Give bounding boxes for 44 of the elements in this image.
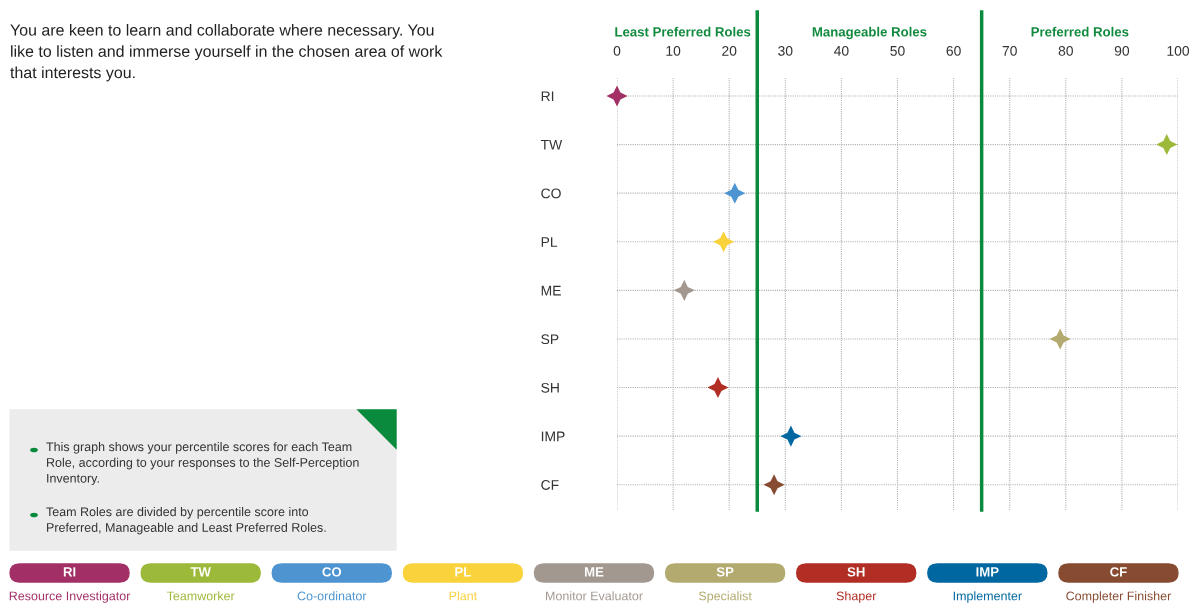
y-tick-label: RI xyxy=(541,91,554,102)
x-tick-label: 60 xyxy=(946,45,961,56)
x-tick-label: 0 xyxy=(613,45,621,56)
text: Implementer xyxy=(953,591,1022,603)
x-tick-label: 20 xyxy=(722,45,737,56)
text: Preferred Roles xyxy=(1031,26,1129,37)
category-label: RI xyxy=(63,567,76,577)
text: This graph shows your percentile scores for each Team Role, according to your responses to the Self-Perception Inventory. xyxy=(46,442,359,486)
category-label: CF xyxy=(1110,567,1127,577)
text: You are keen to learn and collaborate where necessary. You like to listen and immerse yourself in the chosen area of work that interests you. xyxy=(10,24,443,82)
y-tick-label: CF xyxy=(541,480,559,490)
text: Resource Investigator xyxy=(9,591,131,603)
x-tick-label: 70 xyxy=(1002,45,1017,56)
x-tick-label: 30 xyxy=(778,45,793,56)
y-tick-label: TW xyxy=(540,140,563,150)
text: Completer Finisher xyxy=(1066,591,1172,603)
category-label: PL xyxy=(455,567,471,577)
text: Teamworker xyxy=(166,591,235,601)
y-tick-label: SP xyxy=(541,334,559,345)
x-tick-label: 10 xyxy=(666,45,681,56)
text: Manageable Roles xyxy=(812,26,927,40)
category-label: IMP xyxy=(976,567,999,577)
y-tick-label: SH xyxy=(541,382,559,393)
text: Co-ordinator xyxy=(297,591,367,601)
text: Team Roles are divided by percentile score into Preferred, Manageable and Least Preferred Roles. xyxy=(46,507,326,535)
category-label: SH xyxy=(847,567,865,577)
x-tick-label: 100 xyxy=(1167,45,1190,56)
y-tick-label: CO xyxy=(541,188,561,199)
category-label: CO xyxy=(322,567,342,577)
x-tick-label: 90 xyxy=(1114,45,1130,56)
x-tick-label: 80 xyxy=(1058,45,1073,56)
x-tick-label: 40 xyxy=(834,45,849,56)
text: Least Preferred Roles xyxy=(615,26,751,37)
text: Shaper xyxy=(836,591,877,603)
text: Monitor Evaluator xyxy=(546,591,643,601)
text: Plant xyxy=(449,591,478,601)
category-label: SP xyxy=(716,567,734,577)
y-tick-label: IMP xyxy=(541,431,565,442)
y-tick-label: PL xyxy=(541,237,558,247)
category-label: TW xyxy=(190,567,211,577)
category-label: ME xyxy=(584,567,604,577)
y-tick-label: ME xyxy=(541,285,561,296)
text: Specialist xyxy=(698,591,752,603)
x-tick-label: 50 xyxy=(890,45,905,56)
